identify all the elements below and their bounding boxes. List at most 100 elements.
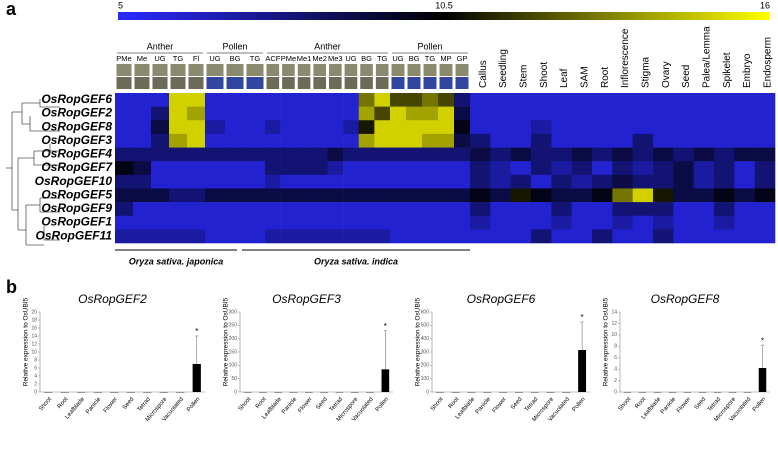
heatmap-cell [531, 161, 552, 176]
heatmap-cell [612, 202, 633, 217]
heatmap-cell [151, 93, 170, 107]
heatmap-cell [470, 120, 491, 135]
heatmap-cell [754, 229, 776, 244]
heatmap-cell [245, 120, 266, 135]
chart-title: OsRopGEF8 [651, 292, 720, 306]
heatmap-cell [673, 174, 694, 189]
heatmap-cell [470, 202, 491, 217]
heatmap-cell [343, 188, 360, 203]
heatmap-cell [693, 215, 715, 230]
row-label: OsRopGEF2 [41, 106, 112, 120]
heatmap-cell [734, 106, 755, 121]
heatmap-cell [205, 147, 226, 162]
heatmap-cell [358, 202, 375, 217]
heatmap-cell [734, 215, 755, 230]
heatmap-cell [422, 120, 439, 135]
thumbnail [439, 64, 453, 76]
thumbnail [360, 64, 373, 76]
heatmap-cell [151, 215, 170, 230]
heatmap-cell [653, 215, 674, 230]
heatmap-cell [454, 106, 471, 121]
heatmap-cell [734, 188, 755, 203]
column-label: UG [392, 54, 403, 63]
column-label: GP [457, 54, 468, 63]
column-label: Me2 [312, 54, 327, 63]
heatmap-cell [374, 202, 391, 217]
thumbnail [297, 64, 311, 76]
heatmap-cell [592, 133, 613, 148]
heatmap-cell [133, 229, 152, 244]
heatmap-cell [632, 229, 654, 244]
x-tick-label: Root [448, 396, 461, 410]
x-tick-label: Pollen [186, 396, 201, 413]
heatmap-cell [187, 93, 206, 107]
column-label: Shoot [539, 62, 550, 88]
heatmap-cell [531, 93, 552, 107]
heatmap-cell [343, 106, 360, 121]
heatmap-cell [390, 147, 407, 162]
column-label: Me [137, 54, 147, 63]
y-tick-label: 16 [31, 325, 37, 331]
heatmap-cell [343, 161, 360, 176]
heatmap-cell [374, 174, 391, 189]
y-tick-label: 2 [614, 378, 617, 384]
thumbnail [407, 64, 421, 76]
heatmap-cell [265, 229, 281, 244]
heatmap-cell [510, 106, 532, 121]
heatmap-cell [612, 147, 633, 162]
heatmap-cell [490, 106, 511, 121]
heatmap-cell [406, 93, 423, 107]
heatmap-cell [714, 93, 735, 107]
heatmap-cell [693, 188, 715, 203]
heatmap-cell [327, 120, 344, 135]
heatmap-cell [510, 93, 532, 107]
heatmap-cell [187, 202, 206, 217]
heatmap-cell [225, 147, 246, 162]
heatmap-cell [115, 106, 134, 121]
heatmap-cell [592, 174, 613, 189]
heatmap-cell [551, 133, 572, 148]
heatmap-cell [245, 174, 266, 189]
y-tick-label: 10 [611, 332, 617, 338]
heatmap-cell [327, 161, 344, 176]
heatmap-cell [693, 120, 715, 135]
heatmap-cell [374, 188, 391, 203]
thumbnail [134, 77, 150, 89]
column-label: Stem [518, 65, 529, 88]
heatmap-cell [187, 174, 206, 189]
column-label: Inflorescence [620, 28, 631, 88]
x-tick-label: Pollen [572, 396, 587, 413]
heatmap-cell [653, 106, 674, 121]
heatmap-cell [187, 147, 206, 162]
column-label: TG [425, 54, 436, 63]
panel-label: b [6, 277, 17, 297]
heatmap-cell [296, 188, 313, 203]
heatmap-cell [187, 106, 206, 121]
heatmap-cell [374, 161, 391, 176]
heatmap-cell [454, 147, 471, 162]
heatmap-cell [245, 188, 266, 203]
heatmap-cell [612, 174, 633, 189]
thumbnail [266, 77, 280, 89]
heatmap-cell [205, 229, 226, 244]
heatmap-cell [592, 161, 613, 176]
heatmap-cell [470, 229, 491, 244]
heatmap-cell [531, 133, 552, 148]
heatmap-cell [169, 106, 188, 121]
x-tick-label: Panicle [281, 396, 299, 415]
y-tick-label: 600 [421, 309, 430, 315]
heatmap-cell [490, 120, 511, 135]
heatmap-cell [551, 120, 572, 135]
heatmap-cell [296, 161, 313, 176]
heatmap-cell [169, 133, 188, 148]
y-tick-label: 4 [34, 373, 37, 379]
heatmap-cell [327, 174, 344, 189]
heatmap-cell [754, 93, 776, 107]
heatmap-cell [673, 120, 694, 135]
x-tick-label: Flower [492, 396, 508, 414]
heatmap-cell [673, 215, 694, 230]
heatmap-cell [280, 93, 297, 107]
heatmap-cell [225, 120, 246, 135]
heatmap-cell [169, 147, 188, 162]
heatmap-cell [438, 229, 455, 244]
